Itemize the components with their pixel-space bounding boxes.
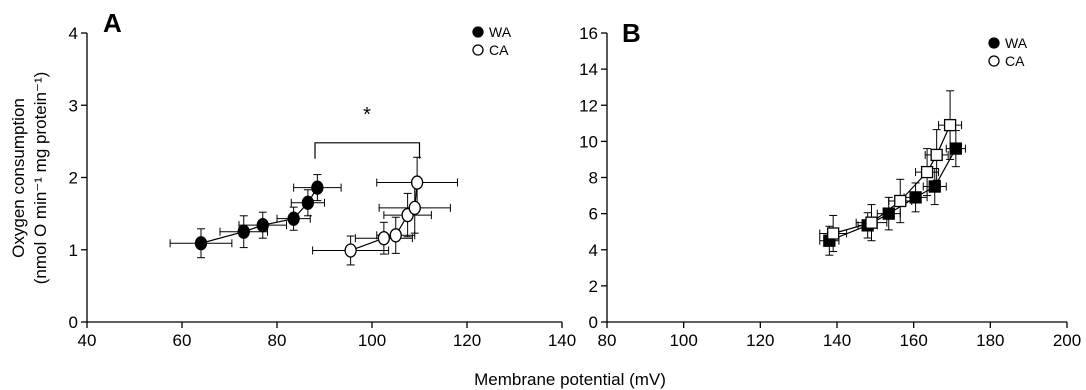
x-tick-label: 140 [548, 331, 576, 350]
panel-b-legend: WA CA [988, 35, 1028, 69]
panel-a-plot: 0 1 2 3 4 40 60 80 100 120 140 [69, 24, 577, 350]
y-tick-label: 6 [589, 205, 598, 224]
panel-a-letter: A [103, 8, 122, 38]
x-tick-label: 120 [453, 331, 481, 350]
data-point-ca [377, 231, 391, 246]
data-point-wa [194, 236, 208, 251]
legend-wa-marker [472, 26, 484, 38]
y-tick-label: 4 [589, 241, 598, 260]
y-tick-label: 12 [579, 96, 598, 115]
x-axis-title: Membrane potential (mV) [474, 370, 666, 389]
panel-b: B 0 2 4 6 8 10 12 14 16 80 100 120 140 160 180 200 WA C… [579, 18, 1081, 350]
x-tick-label: 180 [976, 331, 1004, 350]
significance-asterisk: * [363, 104, 371, 126]
x-tick-label: 80 [598, 331, 617, 350]
x-tick-label: 80 [268, 331, 287, 350]
y-tick-label: 8 [589, 169, 598, 188]
x-tick-label: 160 [899, 331, 927, 350]
y-tick-label: 2 [589, 277, 598, 296]
data-point-ca [408, 200, 421, 215]
x-tick-label: 140 [823, 331, 851, 350]
legend-ca-marker [988, 55, 1000, 67]
y-tick-label: 14 [579, 60, 598, 79]
series-line-wa [200, 187, 318, 244]
y-tick-label: 10 [579, 132, 598, 151]
data-point-wa [301, 195, 315, 210]
data-point-wa [287, 211, 300, 226]
data-point-ca [410, 175, 424, 190]
y-axis-title-line1: Oxygen consumption [9, 98, 28, 258]
y-tick-label: 16 [579, 24, 598, 43]
panel-b-letter: B [622, 18, 641, 48]
data-point-ca [827, 227, 840, 240]
data-point-ca [389, 228, 402, 243]
data-point-wa [909, 191, 922, 204]
x-tick-label: 200 [1053, 331, 1081, 350]
data-point-wa [256, 218, 269, 233]
panel-a: A 0 1 2 3 4 40 60 80 100 120 140 WA CA * [69, 8, 577, 350]
data-point-wa [949, 142, 962, 155]
y-tick-label: 3 [69, 96, 78, 115]
significance-bracket [314, 142, 421, 159]
y-tick-label: 1 [69, 241, 78, 260]
legend-ca-label: CA [489, 42, 509, 58]
y-tick-label: 4 [69, 24, 78, 43]
y-axis-title-line2: (nmol O min⁻¹ mg protein⁻¹) [31, 72, 50, 285]
x-tick-label: 100 [669, 331, 697, 350]
data-point-ca [344, 243, 357, 258]
data-point-ca [943, 118, 957, 132]
legend-wa-label: WA [1005, 35, 1028, 51]
x-tick-label: 60 [173, 331, 192, 350]
data-point-ca [894, 194, 907, 208]
legend-wa-marker [988, 37, 1000, 49]
y-tick-label: 2 [69, 169, 78, 188]
y-axis-title: Oxygen consumption (nmol O min⁻¹ mg prot… [9, 72, 50, 285]
legend-wa-label: WA [489, 24, 512, 40]
y-tick-label: 0 [69, 313, 78, 332]
data-point-wa [928, 180, 941, 193]
x-tick-label: 100 [358, 331, 386, 350]
legend-ca-label: CA [1005, 53, 1025, 69]
data-point-wa [237, 224, 250, 239]
panel-b-plot: 0 2 4 6 8 10 12 14 16 80 100 120 140 160 180 200 [579, 24, 1081, 350]
panel-a-legend: WA CA [472, 24, 512, 58]
y-tick-label: 0 [589, 313, 598, 332]
data-point-ca [865, 216, 878, 229]
data-point-ca [920, 165, 934, 179]
legend-ca-marker [472, 44, 484, 56]
x-tick-label: 120 [746, 331, 774, 350]
data-point-ca [930, 148, 943, 162]
x-tick-label: 40 [78, 331, 97, 350]
data-point-wa [311, 180, 324, 195]
